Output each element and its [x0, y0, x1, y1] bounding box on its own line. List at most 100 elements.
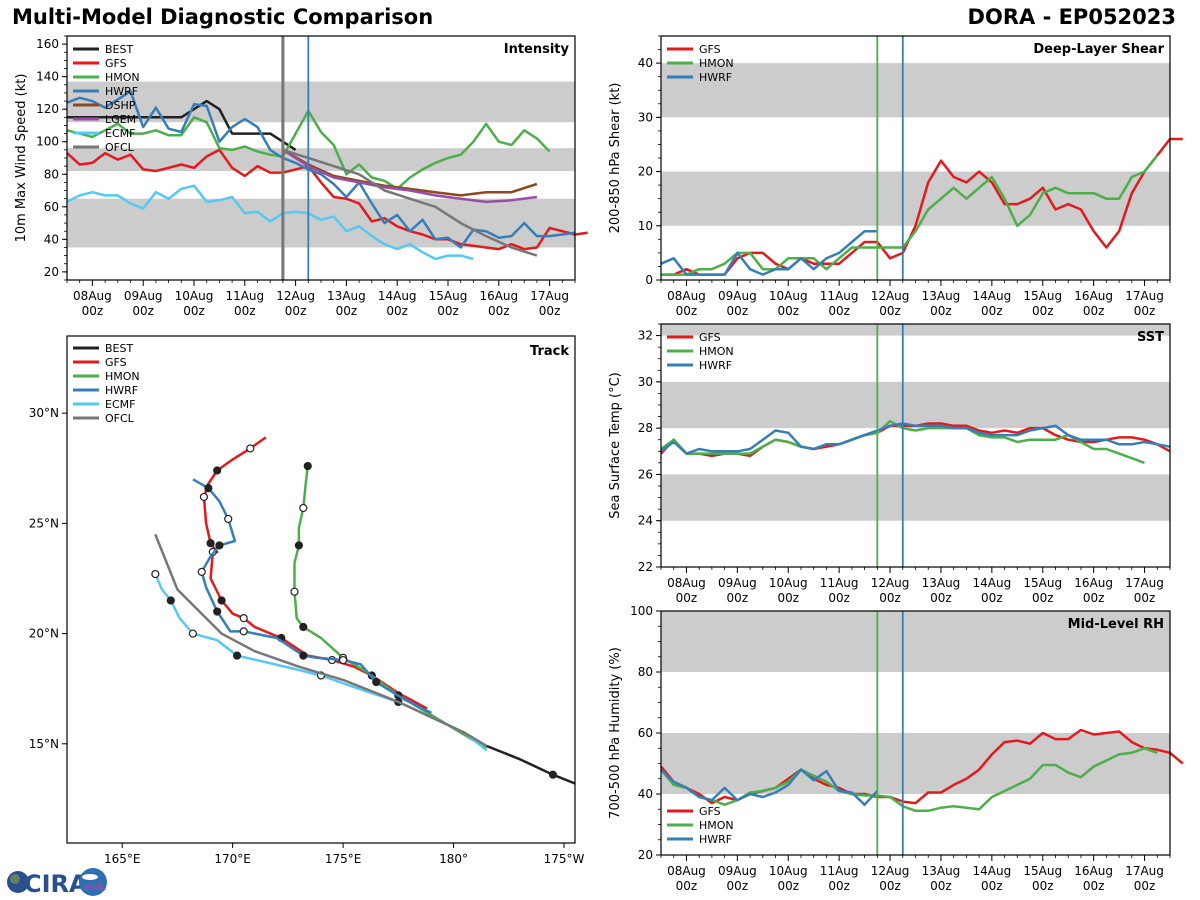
track-day-marker — [197, 567, 206, 576]
sky-badge-icon — [79, 868, 107, 896]
intensity-shaded-band — [67, 148, 575, 172]
sst-ytick-label: 24 — [638, 514, 653, 528]
intensity-ytick-label: 140 — [36, 70, 59, 84]
track-day-marker — [299, 622, 308, 632]
sst-xtick-label-date: 11Aug — [820, 576, 859, 590]
intensity-xtick-label-hour: 00z — [386, 304, 408, 318]
track-xtick-label: 175°E — [325, 852, 362, 866]
track-day-marker — [199, 492, 209, 502]
track-xtick-label: 165°E — [104, 852, 141, 866]
track-day-marker — [224, 514, 233, 524]
intensity-xtick-label-date: 16Aug — [479, 289, 518, 303]
intensity-legend-label-hwrf: HWRF — [105, 85, 138, 98]
track-panel-title: Track — [530, 344, 569, 359]
intensity-series-hwrf — [66, 90, 576, 249]
sst-xtick-label-hour: 00z — [930, 591, 952, 605]
intensity-ytick-label: 80 — [44, 167, 59, 181]
sst-xtick-label-hour: 00z — [1134, 591, 1156, 605]
sst-xtick-label-date: 10Aug — [769, 576, 808, 590]
track-day-marker — [204, 484, 213, 493]
sst-ytick-label: 28 — [638, 421, 653, 435]
shear-xtick-label-date: 12Aug — [871, 289, 910, 303]
shear-xtick-label-hour: 00z — [930, 304, 952, 318]
rh-xtick-label-date: 11Aug — [820, 864, 859, 878]
intensity-xtick-label-date: 10Aug — [175, 289, 214, 303]
sst-ytick-label: 26 — [638, 467, 653, 481]
rh-ytick-label: 100 — [630, 604, 653, 618]
sst-xtick-label-date: 13Aug — [922, 576, 961, 590]
sst-xtick-label-date: 14Aug — [972, 576, 1011, 590]
shear-series-hwrf — [660, 229, 878, 276]
globe-land-icon — [10, 874, 20, 884]
sst-ylabel: Sea Surface Temp (°C) — [608, 372, 623, 519]
intensity-series-dshp — [282, 148, 538, 197]
shear-xtick-label-date: 15Aug — [1023, 289, 1062, 303]
track-day-marker — [151, 569, 160, 579]
rh-xtick-label-date: 17Aug — [1125, 864, 1164, 878]
rh-xtick-label-hour: 00z — [930, 879, 952, 893]
intensity-legend-label-ofcl: OFCL — [105, 141, 135, 154]
intensity-xtick-label-hour: 00z — [437, 304, 459, 318]
shear-xtick-label-date: 13Aug — [922, 289, 961, 303]
intensity-xtick-label-date: 08Aug — [73, 289, 112, 303]
sst-xtick-label-hour: 00z — [1032, 591, 1054, 605]
track-day-marker — [246, 444, 255, 453]
shear-ytick-label: 40 — [638, 56, 653, 70]
shear-ytick-label: 30 — [638, 110, 653, 124]
track-xtick-label: 180° — [439, 852, 468, 866]
shear-xtick-label-hour: 00z — [777, 304, 799, 318]
shear-xtick-label-hour: 00z — [676, 304, 698, 318]
rh-xtick-label-date: 10Aug — [769, 864, 808, 878]
figure-title: Multi-Model Diagnostic Comparison — [12, 5, 434, 29]
intensity-xtick-label-date: 14Aug — [378, 289, 417, 303]
shear-xtick-label-hour: 00z — [1083, 304, 1105, 318]
shear-xtick-label-hour: 00z — [1134, 304, 1156, 318]
intensity-xtick-label-date: 12Aug — [276, 289, 315, 303]
track-legend-label-ofcl: OFCL — [105, 412, 135, 425]
track-day-marker — [217, 596, 226, 605]
intensity-series-gfs — [66, 148, 588, 251]
rh-legend-label-hwrf: HWRF — [699, 833, 732, 846]
intensity-xtick-label-date: 09Aug — [124, 289, 163, 303]
track-xtick-label: 175°W — [544, 852, 585, 866]
sst-ytick-label: 22 — [638, 560, 653, 574]
rh-xtick-label-date: 09Aug — [718, 864, 757, 878]
shear-xtick-label-date: 09Aug — [718, 289, 757, 303]
track-day-marker — [215, 541, 224, 550]
sst-xtick-label-date: 12Aug — [871, 576, 910, 590]
sst-xtick-label-hour: 00z — [1083, 591, 1105, 605]
track-series-hmon — [293, 465, 488, 750]
intensity-series-best — [67, 99, 297, 151]
mountain-icon — [81, 881, 106, 890]
track-day-marker — [213, 466, 222, 475]
shear-ylabel: 200-850 hPa Shear (kt) — [608, 83, 623, 234]
intensity-xtick-label-hour: 00z — [82, 304, 104, 318]
intensity-ytick-label: 20 — [44, 265, 59, 279]
intensity-series-ofcl — [282, 148, 538, 257]
track-series-gfs — [202, 436, 428, 710]
track-xtick-label: 170°E — [214, 852, 251, 866]
intensity-series-ecmf — [66, 184, 474, 261]
track-day-marker — [166, 596, 175, 605]
track-day-marker — [213, 607, 222, 616]
rh-xtick-label-date: 12Aug — [871, 864, 910, 878]
intensity-series-lgem — [282, 148, 538, 204]
shear-ytick-label: 10 — [638, 219, 653, 233]
rh-panel-title: Mid-Level RH — [1068, 617, 1164, 632]
rh-xtick-label-hour: 00z — [828, 879, 850, 893]
intensity-panel-title: Intensity — [504, 42, 570, 57]
logo-text: CIRA — [24, 870, 88, 898]
track-series-ecmf — [154, 573, 488, 752]
rh-ytick-label: 60 — [638, 726, 653, 740]
sst-legend-label-gfs: GFS — [699, 331, 721, 344]
track-day-marker — [232, 651, 242, 660]
track-ytick-label: 15°N — [29, 737, 59, 751]
intensity-xtick-label-hour: 00z — [336, 304, 358, 318]
sst-xtick-label-date: 17Aug — [1125, 576, 1164, 590]
track-ytick-label: 30°N — [29, 406, 59, 420]
sst-xtick-label-date: 15Aug — [1023, 576, 1062, 590]
cira-logo: CIRA — [7, 868, 107, 898]
track-series-ofcl — [154, 533, 488, 748]
intensity-legend-label-hmon: HMON — [105, 71, 140, 84]
